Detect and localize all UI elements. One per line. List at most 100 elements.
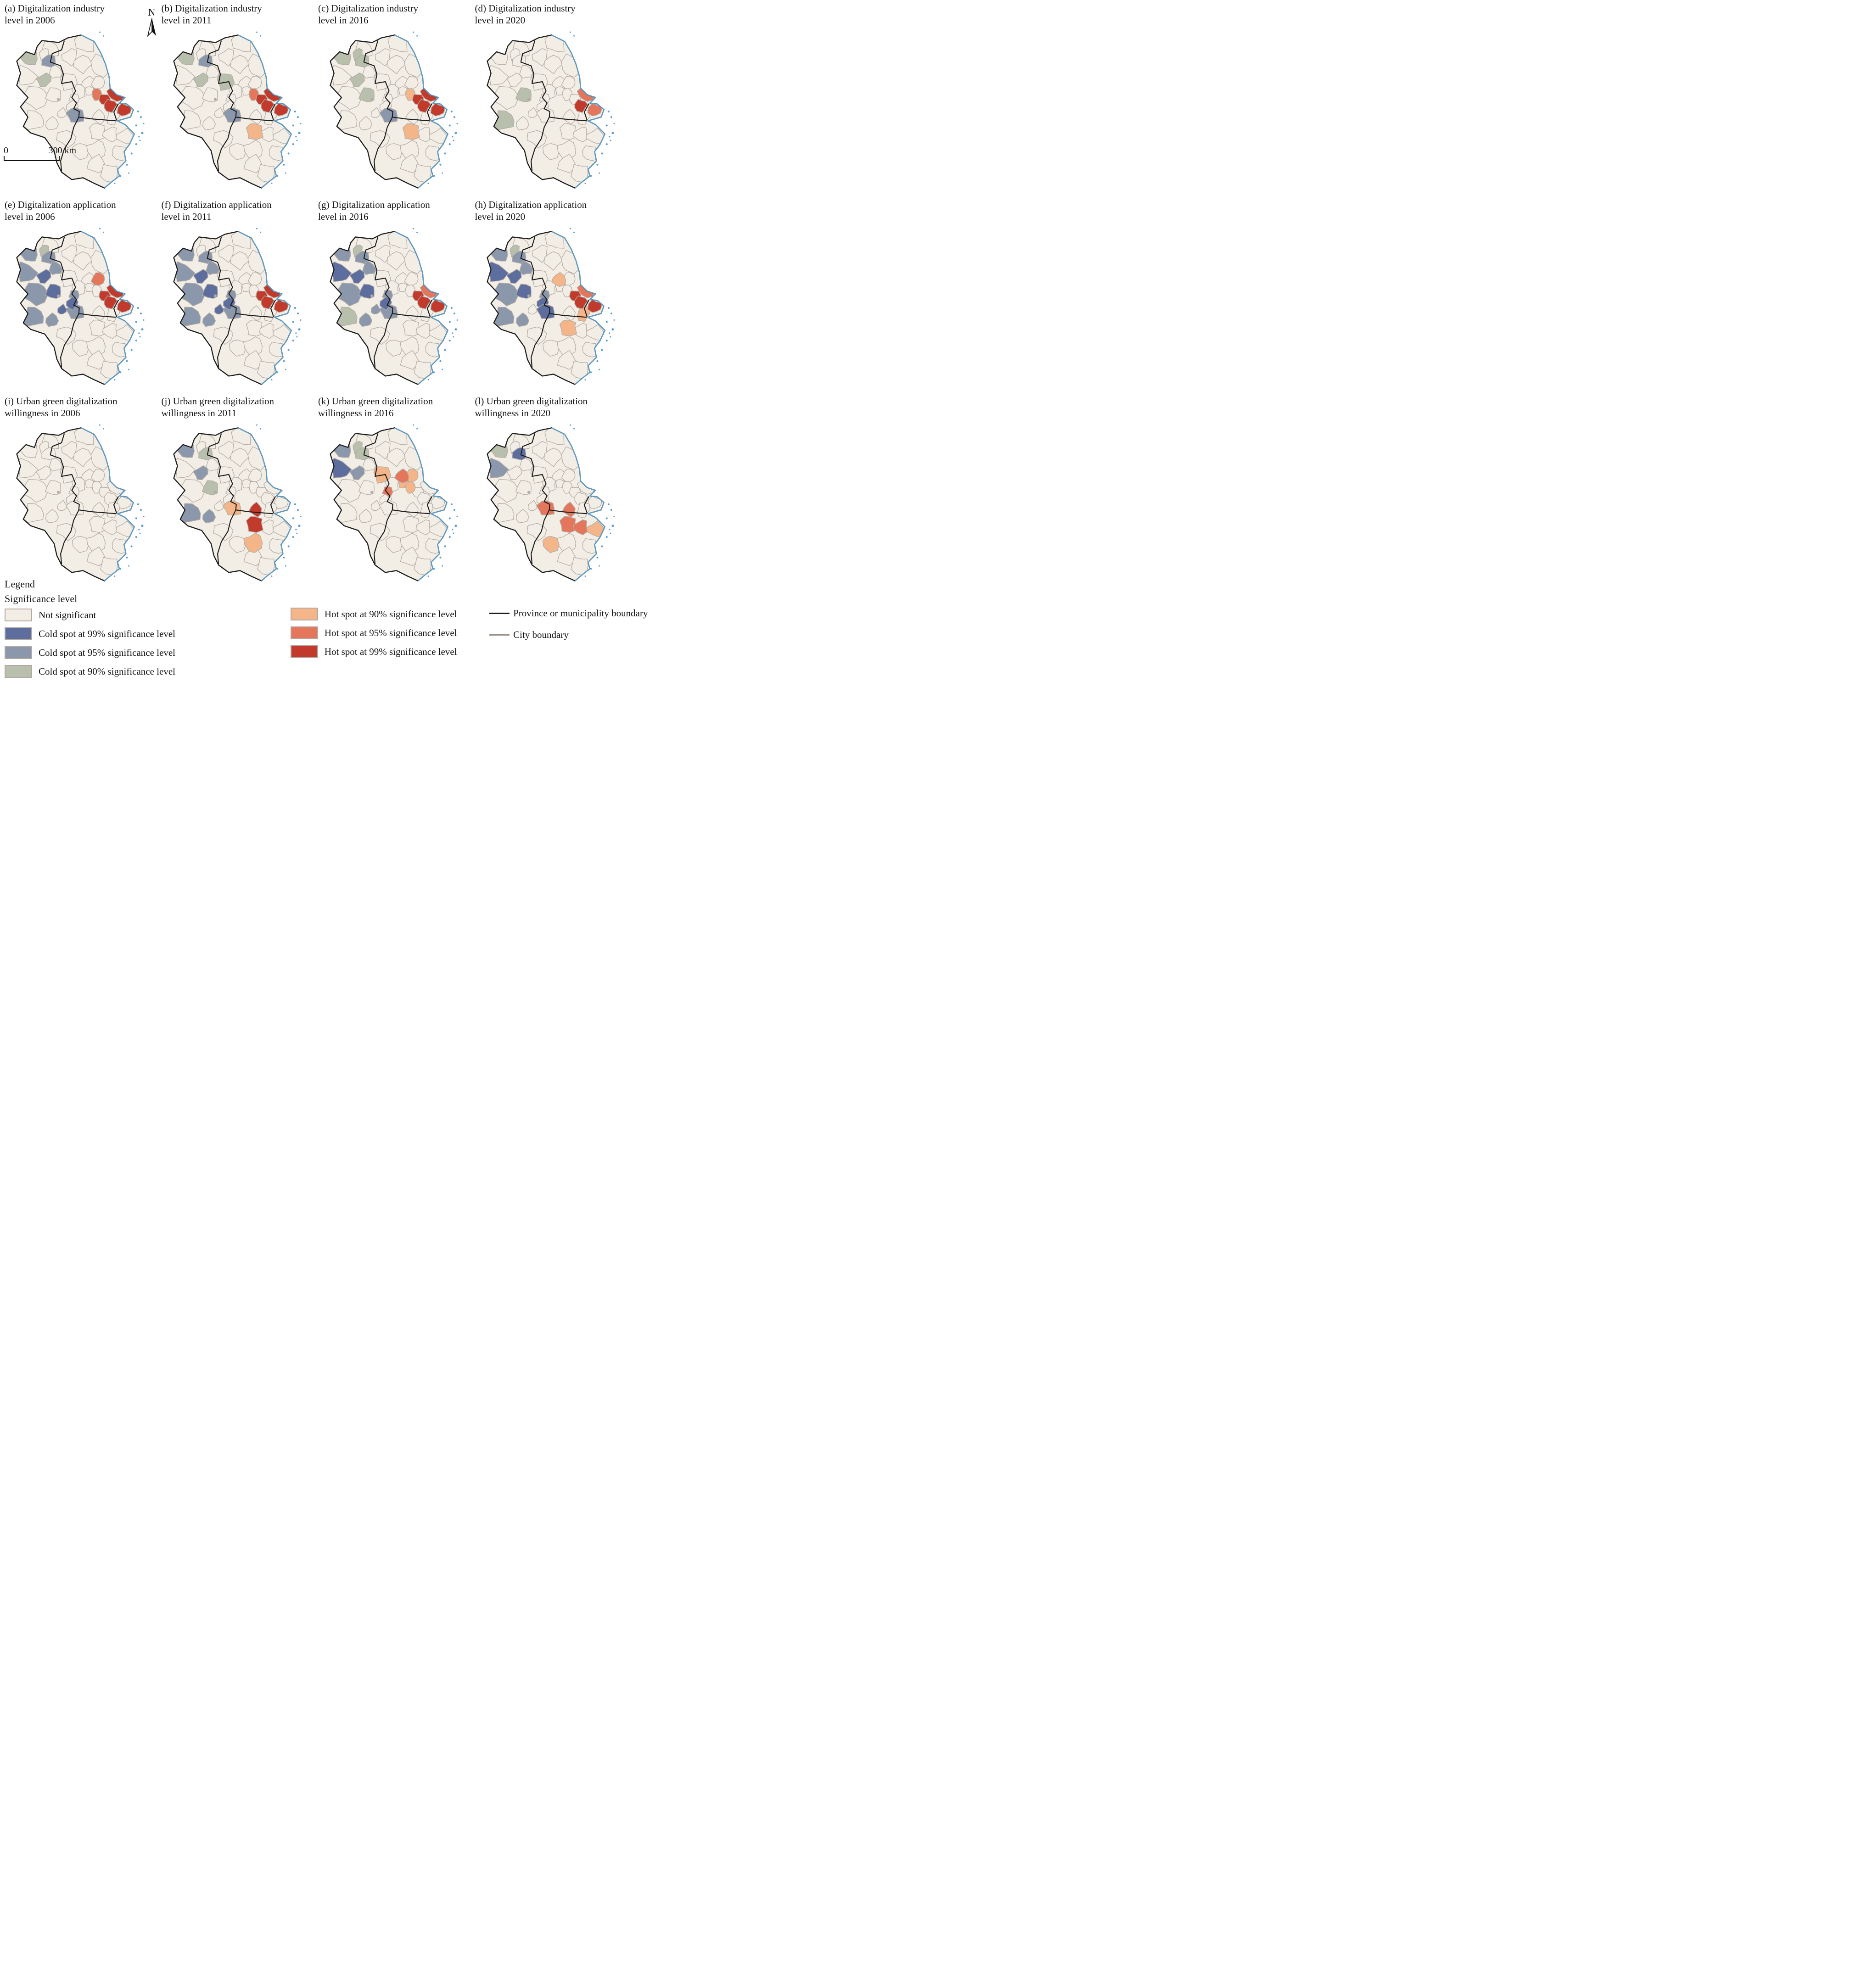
island	[135, 321, 137, 323]
region-suzhou-js-hot99	[574, 295, 588, 309]
island	[456, 515, 458, 517]
city-region	[90, 469, 105, 482]
island	[441, 565, 443, 567]
island	[137, 307, 139, 309]
city-region	[526, 326, 547, 345]
city-region	[102, 323, 118, 339]
city-region	[116, 128, 134, 144]
region-suzhou-js-hot99	[417, 99, 431, 113]
map-panel-i	[16, 424, 145, 581]
region-hefei-cold99	[202, 284, 218, 299]
island	[610, 313, 612, 315]
city-region	[213, 326, 233, 345]
island	[292, 143, 294, 145]
lake-chaohu	[213, 98, 217, 101]
city-region	[72, 340, 89, 357]
city-region	[116, 520, 134, 537]
region-suzhou-js-hot99	[260, 295, 274, 309]
panel-f: (f) Digitalization application level in 2…	[160, 198, 314, 394]
panel-grid: (a) Digitalization industry level in 2006…	[3, 2, 627, 590]
island	[453, 140, 454, 141]
city-region	[106, 502, 120, 519]
island	[297, 509, 299, 511]
region-tongling-cold99	[214, 303, 224, 315]
legend-item-cold90: Cold spot at 90% significance level	[5, 665, 291, 678]
city-region	[272, 520, 291, 537]
city-region	[375, 441, 391, 459]
city-region	[45, 87, 61, 102]
city-region	[213, 523, 233, 542]
island	[611, 328, 614, 331]
province-boundary	[217, 509, 236, 564]
island	[610, 116, 612, 118]
city-region	[205, 65, 219, 79]
province-boundary	[113, 103, 119, 121]
island	[259, 35, 261, 37]
panel-title-line: (d) Digitalization industry	[475, 3, 576, 14]
panel-title-e: (e) Digitalization application level in 2…	[3, 198, 157, 225]
region-shanghai-hot99	[430, 299, 445, 313]
island	[441, 369, 443, 370]
region-suzhou-js-hot99	[260, 99, 274, 113]
city-region	[214, 107, 224, 118]
island	[584, 379, 586, 381]
city-region	[86, 547, 105, 566]
region-huzhou-hot95	[562, 502, 576, 518]
city-line-icon	[489, 634, 510, 636]
island	[608, 529, 610, 531]
panel-c: (c) Digitalization industry level in 2016	[316, 2, 470, 197]
map-slot-k	[316, 421, 470, 590]
region-chizhou-cold95	[45, 313, 59, 327]
city-region	[425, 341, 440, 358]
city-region	[230, 447, 250, 467]
province-boundary	[363, 433, 393, 510]
city-region	[358, 509, 373, 524]
lake-chaohu	[370, 294, 374, 297]
swatch-hot90	[290, 608, 318, 621]
province-boundary	[373, 117, 393, 172]
island	[119, 568, 122, 570]
city-region	[429, 128, 448, 144]
island	[135, 536, 137, 538]
legend-item-cold95: Cold spot at 95% significance level	[5, 646, 291, 659]
panel-title-line: (e) Digitalization application	[5, 199, 116, 211]
city-region	[405, 502, 419, 518]
island	[99, 31, 101, 33]
city-region	[218, 48, 234, 67]
region-shanghai-hot95	[587, 103, 602, 117]
island	[439, 556, 442, 559]
city-region	[247, 272, 262, 286]
legend-item-cold99: Cold spot at 99% significance level	[5, 627, 291, 641]
island	[569, 424, 571, 426]
city-region	[56, 523, 77, 542]
legend-line-city: City boundary	[489, 629, 626, 641]
island	[598, 369, 600, 370]
panel-title-line: (h) Digitalization application	[475, 199, 587, 211]
city-region	[218, 245, 234, 263]
island	[295, 529, 297, 531]
city-region	[531, 245, 548, 263]
province-boundary	[373, 313, 393, 368]
city-region	[45, 480, 61, 495]
city-region	[582, 145, 597, 161]
lake-chaohu	[370, 98, 374, 101]
island	[427, 183, 429, 184]
island	[297, 313, 299, 315]
island	[601, 349, 603, 351]
scale-distance: 300 km	[48, 145, 76, 156]
region-hangzhou-hot99	[246, 516, 263, 533]
map-panel-f	[173, 228, 302, 385]
island	[609, 336, 611, 338]
province-boundary	[235, 117, 273, 122]
city-region	[214, 500, 224, 511]
region-suzhou-js-hot99	[104, 99, 118, 113]
city-region	[362, 458, 376, 472]
region-hangzhou-hot95	[559, 516, 577, 533]
region-hefei-cold99	[45, 284, 61, 299]
region-huainan-cold90	[192, 73, 208, 88]
legend-item-hot90: Hot spot at 90% significance level	[290, 608, 489, 621]
city-region	[112, 341, 127, 358]
island	[444, 545, 446, 547]
panel-title-j: (j) Urban green digitalization willingnes…	[160, 395, 314, 421]
region-jiaxing-hot90	[577, 306, 590, 322]
